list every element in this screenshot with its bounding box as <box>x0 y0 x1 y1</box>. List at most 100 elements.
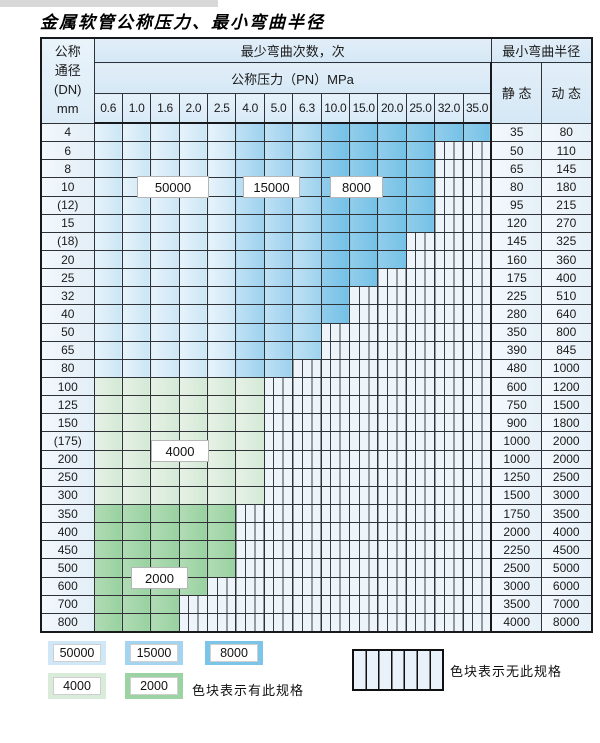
no-spec-cell <box>462 141 492 161</box>
spec-cell-c50 <box>93 249 123 270</box>
no-spec-cell <box>263 503 294 524</box>
spec-cell-c50 <box>207 268 237 288</box>
spec-cell-g4 <box>207 485 237 505</box>
pressure-value-header: 1.6 <box>150 93 180 124</box>
spec-cell-c50 <box>150 122 180 143</box>
spec-cell-g2 <box>121 522 152 542</box>
spec-cell-c50 <box>93 195 123 215</box>
dn-cell: (175) <box>40 431 95 451</box>
spec-cell-g2 <box>93 503 123 524</box>
spec-cell-c15 <box>235 213 265 233</box>
spec-cell-g2 <box>207 558 237 578</box>
spec-cell-c50 <box>121 249 152 270</box>
bend-cycles-header: 最少弯曲次数，次 <box>93 37 492 63</box>
pressure-value-header: 4.0 <box>235 93 265 124</box>
no-spec-cell <box>349 322 379 342</box>
spec-cell-c8 <box>377 159 407 179</box>
spec-cell-c8 <box>349 122 379 143</box>
dn-cell: 6 <box>40 141 95 161</box>
static-radius-cell: 480 <box>490 358 542 378</box>
table-row-dn-10: 10 80 180 <box>40 177 593 197</box>
spec-cell-c50 <box>207 177 237 197</box>
spec-cell-g4 <box>93 376 123 397</box>
spec-cell-g2 <box>121 540 152 560</box>
dn-cell: 4 <box>40 122 95 143</box>
spec-cell-c50 <box>150 340 180 360</box>
no-spec-cell <box>405 413 436 433</box>
no-spec-cell <box>349 449 379 469</box>
no-spec-cell <box>434 395 464 415</box>
spec-cell-c50 <box>121 195 152 215</box>
spec-cell-g4 <box>235 376 265 397</box>
spec-cell-c50 <box>93 304 123 324</box>
no-spec-cell <box>320 431 351 451</box>
static-radius-cell: 65 <box>490 159 542 179</box>
spec-cell-c50 <box>178 358 209 378</box>
legend-chip-4000-value: 4000 <box>53 677 101 695</box>
no-spec-cell <box>263 576 294 596</box>
no-spec-cell <box>349 286 379 306</box>
no-spec-cell <box>349 358 379 378</box>
dn-cell: 15 <box>40 213 95 233</box>
spec-cell-g2 <box>150 540 180 560</box>
region-label-15000: 15000 <box>243 176 300 198</box>
spec-cell-c8 <box>434 122 464 143</box>
spec-cell-c50 <box>150 322 180 342</box>
no-spec-cell <box>349 340 379 360</box>
dn-cell: 500 <box>40 558 95 578</box>
spec-cell-g4 <box>235 449 265 469</box>
no-spec-cell <box>434 413 464 433</box>
no-spec-cell <box>377 322 407 342</box>
static-radius-cell: 900 <box>490 413 542 433</box>
spec-cell-c50 <box>93 122 123 143</box>
spec-cell-g4 <box>150 413 180 433</box>
no-spec-cell <box>405 376 436 397</box>
spec-cell-c8 <box>349 141 379 161</box>
dynamic-radius-cell: 800 <box>540 322 593 342</box>
spec-cell-g2 <box>93 594 123 614</box>
spec-cell-c8 <box>349 231 379 251</box>
table-row-dn-250: 250 1250 2500 <box>40 467 593 487</box>
spec-cell-c15 <box>235 340 265 360</box>
static-radius-cell: 390 <box>490 340 542 360</box>
no-spec-cell <box>434 195 464 215</box>
no-spec-cell <box>292 540 322 560</box>
pressure-value-header: 20.0 <box>377 93 407 124</box>
no-spec-cell <box>235 540 265 560</box>
static-radius-cell: 120 <box>490 213 542 233</box>
dn-cell: 400 <box>40 522 95 542</box>
spec-cell-c50 <box>93 358 123 378</box>
region-label-50000: 50000 <box>137 176 209 198</box>
static-radius-cell: 3000 <box>490 576 542 596</box>
no-spec-cell <box>320 376 351 397</box>
no-spec-cell <box>405 522 436 542</box>
spec-cell-c50 <box>93 286 123 306</box>
no-spec-cell <box>349 558 379 578</box>
static-radius-cell: 2250 <box>490 540 542 560</box>
table-row-dn-100: 100 600 1200 <box>40 376 593 397</box>
spec-cell-c15 <box>263 141 294 161</box>
dn-cell: (12) <box>40 195 95 215</box>
no-spec-cell <box>377 594 407 614</box>
static-radius-cell: 3500 <box>490 594 542 614</box>
legend-chip-8000: 8000 <box>205 641 263 665</box>
dynamic-radius-cell: 4500 <box>540 540 593 560</box>
no-spec-cell <box>405 558 436 578</box>
no-spec-cell <box>462 467 492 487</box>
spec-cell-c50 <box>121 304 152 324</box>
no-spec-cell <box>462 395 492 415</box>
spec-cell-c50 <box>150 286 180 306</box>
legend-chip-2000: 2000 <box>125 673 183 699</box>
spec-cell-g4 <box>207 395 237 415</box>
no-spec-cell <box>320 522 351 542</box>
pressure-value-header: 25.0 <box>405 93 436 124</box>
no-spec-cell <box>377 376 407 397</box>
spec-cell-g4 <box>150 395 180 415</box>
dynamic-radius-cell: 145 <box>540 159 593 179</box>
table-row-dn-450: 450 2250 4500 <box>40 540 593 560</box>
spec-cell-g2 <box>178 522 209 542</box>
spec-cell-g4 <box>150 376 180 397</box>
spec-cell-c8 <box>320 304 351 324</box>
table-row-dn-25: 25 175 400 <box>40 268 593 288</box>
